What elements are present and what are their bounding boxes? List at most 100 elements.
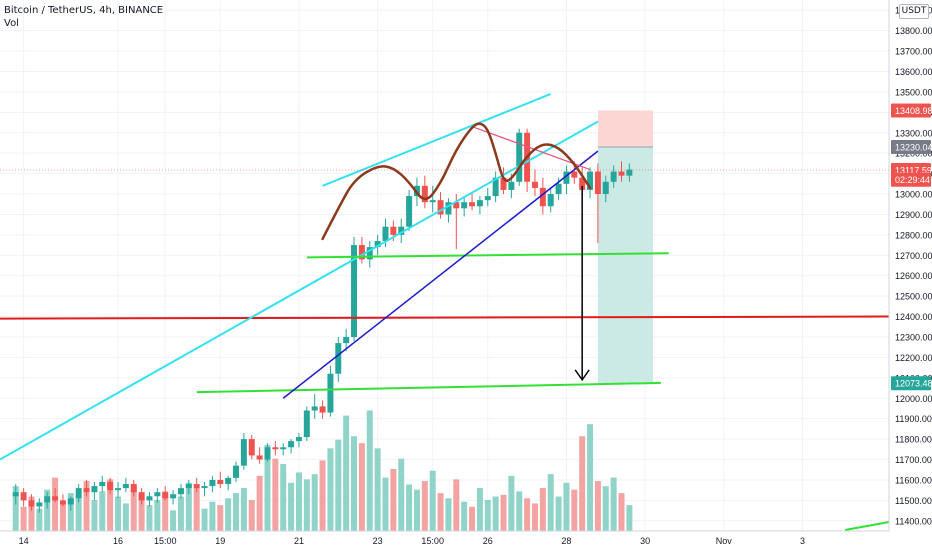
price-label: 13408.98 <box>895 106 932 116</box>
candle-body <box>36 502 43 507</box>
price-label: 02:29:44 <box>895 175 930 185</box>
candle-body <box>122 484 129 489</box>
candle-body <box>382 226 389 241</box>
time-tick-label: 23 <box>373 536 383 546</box>
volume-bar <box>626 505 633 531</box>
channel-upper-line <box>322 93 552 187</box>
volume-bar <box>351 436 358 531</box>
candle-body <box>217 479 224 485</box>
candle-body <box>579 177 586 190</box>
volume-bar <box>461 501 468 531</box>
price-tick-label: 11600.00 <box>895 475 932 485</box>
volume-bar <box>303 479 310 531</box>
volume-bar <box>382 477 389 531</box>
candle-body <box>500 177 507 190</box>
candle-body <box>75 488 82 499</box>
time-tick-label: 28 <box>561 536 571 546</box>
candle-body <box>170 494 177 499</box>
volume-bar <box>225 498 232 531</box>
candle-body <box>343 336 350 344</box>
candle-body <box>571 171 578 178</box>
volume-bar <box>602 486 609 531</box>
volume-bar <box>67 493 74 531</box>
volume-bar <box>476 487 483 531</box>
price-tick-label: 12000.00 <box>895 394 932 404</box>
volume-bar <box>209 501 216 531</box>
currency-button[interactable]: USDT <box>899 4 929 19</box>
volume-bar <box>170 510 177 531</box>
candle-body <box>12 492 19 497</box>
volume-label: Vol <box>4 18 19 29</box>
volume-bar <box>618 493 625 531</box>
volume-bar <box>75 498 82 531</box>
candle-body <box>618 171 625 176</box>
candle-body <box>303 410 310 438</box>
price-tick-label: 12500.00 <box>895 292 932 302</box>
volume-bar <box>327 448 334 531</box>
price-tick-label: 13800.00 <box>895 26 932 36</box>
time-tick-label: 30 <box>640 536 650 546</box>
candle-body <box>67 498 74 505</box>
price-tick-label: 12200.00 <box>895 353 932 363</box>
price-tick-label: 11700.00 <box>895 455 932 465</box>
volume-bar <box>539 487 546 531</box>
volume-bar <box>429 470 436 531</box>
candle-body <box>390 226 397 235</box>
price-label-bg <box>891 172 931 187</box>
candle-body <box>209 479 216 487</box>
price-tick-label: 12900.00 <box>895 210 932 220</box>
candle-body <box>130 484 137 493</box>
candle-body <box>555 183 562 195</box>
price-tick-label: 12800.00 <box>895 230 932 240</box>
price-tick-label: 12400.00 <box>895 312 932 322</box>
candle-body <box>476 200 483 207</box>
candle-body <box>280 447 287 450</box>
volume-bar <box>508 475 515 531</box>
candle-body <box>516 132 523 182</box>
volume-bar <box>492 496 499 531</box>
price-tick-label: 12700.00 <box>895 251 932 261</box>
time-tick-label: 15:00 <box>154 536 177 546</box>
volume-bar <box>272 458 279 531</box>
candle-body <box>44 496 51 503</box>
candle-body <box>358 245 365 260</box>
volume-bar <box>115 496 121 531</box>
candle-body <box>193 484 200 489</box>
candle-body <box>508 181 515 190</box>
volume-bar <box>295 472 302 531</box>
volume-bar <box>107 479 114 531</box>
time-tick-label: Nov <box>716 536 733 546</box>
volume-bar <box>193 487 200 531</box>
volume-bar <box>185 482 192 531</box>
volume-bar <box>138 493 145 531</box>
candle-body <box>563 171 570 184</box>
volume-bar <box>610 477 617 531</box>
candle-body <box>594 171 601 195</box>
price-label: 13117.59 <box>895 166 932 176</box>
price-tick-label: 13500.00 <box>895 87 932 97</box>
volume-bar <box>413 489 420 531</box>
candle-body <box>177 488 184 495</box>
volume-bar <box>36 508 43 531</box>
stop-loss-zone <box>597 110 653 148</box>
time-axis-bg <box>0 531 889 550</box>
volume-bar <box>201 508 208 531</box>
symbol-title[interactable]: Bitcoin / TetherUS, 4h, BINANCE <box>4 5 164 16</box>
candle-body <box>327 373 334 413</box>
volume-bar <box>122 503 129 531</box>
candle-body <box>547 194 554 207</box>
candle-body <box>492 177 499 197</box>
price-label: 13230.04 <box>895 143 932 153</box>
head-shoulders-arc <box>321 122 592 241</box>
volume-bar <box>484 500 491 531</box>
volume-bar <box>52 477 59 531</box>
volume-bar <box>288 482 295 531</box>
price-tick-label: 12600.00 <box>895 271 932 281</box>
price-label: 12073.48 <box>895 379 932 389</box>
candle-body <box>429 200 436 203</box>
neckline-line <box>306 252 669 259</box>
arrow-head <box>574 369 590 382</box>
volume-bar <box>398 458 405 531</box>
time-tick-label: 21 <box>294 536 304 546</box>
